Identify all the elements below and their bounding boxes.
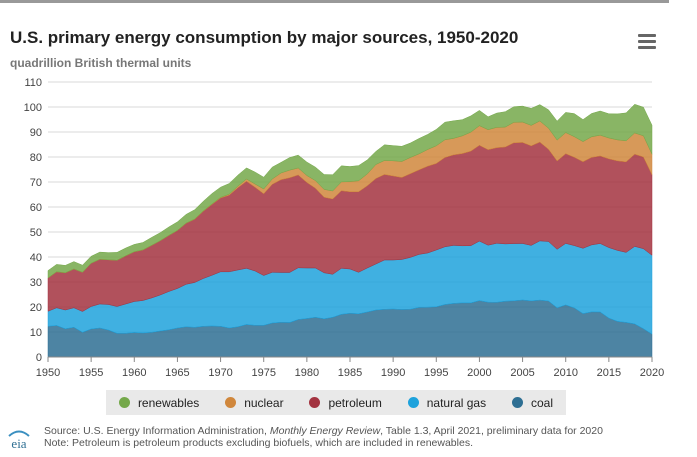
legend-label: petroleum — [328, 395, 382, 410]
y-tick-label: 10 — [30, 327, 42, 339]
y-tick-label: 30 — [30, 277, 42, 289]
y-tick-label: 90 — [30, 127, 42, 139]
legend-item-renewables[interactable]: renewables — [118, 395, 200, 410]
x-tick-label: 1965 — [165, 367, 189, 379]
y-tick-label: 80 — [30, 152, 42, 164]
x-tick-label: 1995 — [424, 367, 448, 379]
stacked-area-chart: 0 10 20 30 40 50 60 70 80 90 100 110 1950 1955 1960 196… — [24, 77, 665, 379]
x-tick-label: 1950 — [36, 367, 60, 379]
chart-legend: renewables nuclear petroleum natural gas coa… — [106, 390, 566, 415]
legend-label: renewables — [137, 395, 200, 410]
y-tick-label: 40 — [30, 252, 42, 264]
y-tick-label: 70 — [30, 177, 42, 189]
legend-label: coal — [530, 395, 553, 410]
note-line: Note: Petroleum is petroleum products ex… — [44, 437, 473, 449]
x-tick-label: 1990 — [381, 367, 405, 379]
x-tick-label: 1960 — [122, 367, 146, 379]
hamburger-menu-icon[interactable] — [638, 34, 656, 50]
legend-item-petroleum[interactable]: petroleum — [309, 395, 382, 410]
source-line: Source: U.S. Energy Information Administ… — [44, 425, 603, 437]
legend-swatch — [407, 397, 419, 408]
legend-label: natural gas — [426, 395, 487, 410]
chart-subtitle: quadrillion British thermal units — [10, 56, 192, 70]
x-tick-label: 1970 — [208, 367, 232, 379]
x-tick-label: 1975 — [251, 367, 275, 379]
x-tick-label: 2000 — [467, 367, 491, 379]
chart-title: U.S. primary energy consumption by major… — [10, 28, 519, 47]
legend-label: nuclear — [244, 395, 284, 410]
y-tick-label: 100 — [24, 102, 42, 114]
area-renewables — [47, 104, 653, 279]
x-tick-label: 1955 — [79, 367, 103, 379]
svg-text:eia: eia — [11, 436, 26, 451]
x-tick-label: 2005 — [510, 367, 534, 379]
y-tick-label: 0 — [36, 352, 42, 364]
x-tick-label: 2015 — [597, 367, 621, 379]
x-tick-label: 1980 — [295, 367, 319, 379]
y-tick-label: 50 — [30, 227, 42, 239]
legend-swatch — [309, 397, 321, 408]
legend-swatch — [511, 397, 523, 408]
legend-item-nuclear[interactable]: nuclear — [225, 395, 284, 410]
y-tick-label: 20 — [30, 302, 42, 314]
legend-swatch — [118, 397, 130, 408]
top-border — [0, 0, 669, 3]
legend-item-coal[interactable]: coal — [511, 395, 553, 410]
x-tick-label: 2020 — [640, 367, 664, 379]
x-tick-label: 1985 — [338, 367, 362, 379]
eia-logo: eia — [8, 430, 30, 451]
chart-notes: Source: U.S. Energy Information Administ… — [44, 425, 603, 449]
y-tick-label: 60 — [30, 202, 42, 214]
legend-swatch — [225, 397, 237, 408]
legend-item-natural-gas[interactable]: natural gas — [407, 395, 487, 410]
y-tick-label: 110 — [24, 77, 42, 89]
x-tick-label: 2010 — [553, 367, 577, 379]
